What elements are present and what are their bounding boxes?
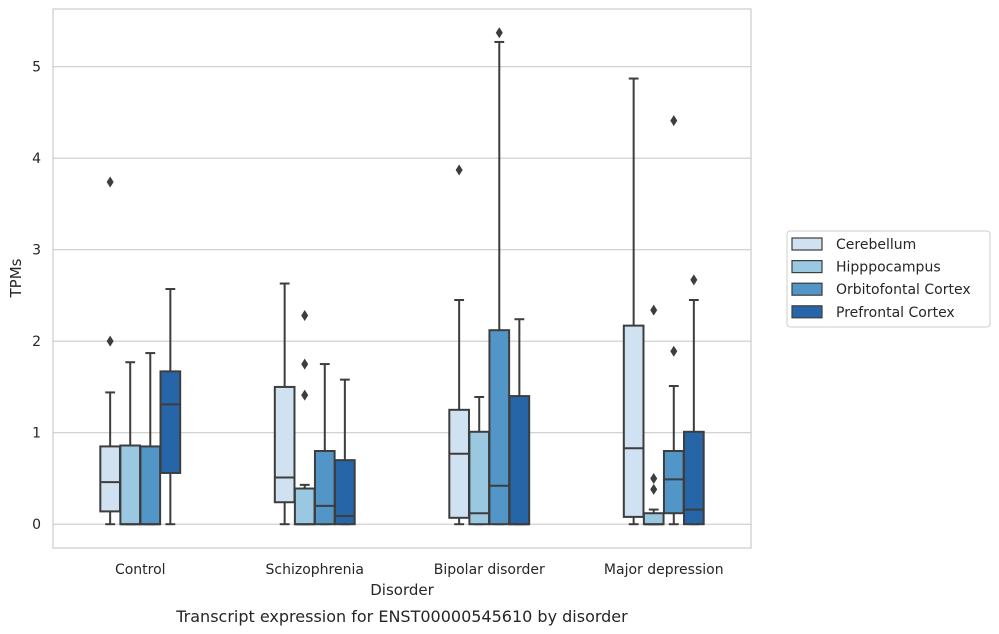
legend-swatch	[791, 260, 823, 274]
legend-item: Orbitofontal Cortex	[791, 282, 971, 298]
y-tick-label: 3	[32, 243, 41, 259]
box	[119, 361, 142, 526]
box-iqr	[683, 430, 705, 526]
legend-label: Orbitofontal Cortex	[836, 282, 971, 298]
box-iqr	[139, 445, 162, 526]
box-iqr	[662, 449, 685, 515]
box	[683, 274, 705, 526]
y-tick-label: 2	[32, 334, 41, 350]
box-iqr	[488, 329, 511, 526]
box-iqr	[508, 395, 531, 526]
box-iqr	[642, 512, 665, 526]
box-iqr	[159, 370, 182, 474]
box	[159, 288, 182, 526]
box	[273, 282, 296, 526]
box-group	[99, 176, 182, 526]
outlier-point	[106, 335, 114, 347]
box	[508, 318, 531, 526]
legend-label: Cerebellum	[836, 237, 916, 253]
outlier-point	[106, 176, 114, 188]
box-iqr	[273, 385, 296, 504]
y-tick-label: 5	[32, 60, 41, 76]
legend-swatch	[791, 305, 823, 319]
y-tick-label: 4	[32, 151, 41, 167]
box-iqr	[448, 408, 470, 519]
outlier-point	[690, 274, 698, 286]
legend-swatch	[791, 237, 823, 251]
x-tick-label: Schizophrenia	[266, 562, 364, 578]
outlier-point	[650, 483, 658, 495]
box	[642, 304, 665, 526]
box-iqr	[293, 487, 316, 526]
outlier-point	[670, 345, 678, 357]
y-tick-label: 0	[32, 517, 41, 533]
legend: Cerebellum Hipppocampus Orbitofontal Corte…	[786, 230, 991, 328]
outlier-point	[650, 472, 658, 484]
x-tick-label: Bipolar disorder	[434, 562, 545, 578]
outlier-point	[670, 115, 678, 127]
box-groups	[99, 27, 705, 526]
box-iqr	[313, 449, 336, 526]
box	[622, 77, 645, 526]
legend-frame	[786, 230, 991, 328]
box-iqr	[468, 430, 491, 526]
box	[139, 352, 162, 526]
box	[448, 164, 470, 526]
legend-swatch	[791, 282, 823, 296]
y-axis: 0 1 2 3 4 5	[32, 60, 41, 534]
box-group	[448, 27, 531, 526]
y-tick-label: 1	[32, 426, 41, 442]
box	[468, 396, 491, 526]
box	[662, 115, 685, 526]
chart-caption: Transcript expression for ENST0000054561…	[175, 607, 628, 626]
x-tick-label: Major depression	[604, 562, 724, 578]
x-tick-label: Control	[115, 562, 166, 578]
box-iqr	[334, 459, 356, 526]
legend-label: Hipppocampus	[836, 260, 941, 276]
box-group	[622, 77, 705, 526]
box	[293, 310, 316, 526]
box	[99, 176, 121, 526]
box	[334, 378, 356, 526]
outlier-point	[301, 310, 309, 322]
outlier-point	[301, 389, 309, 401]
box-iqr	[99, 445, 121, 513]
box	[313, 363, 336, 526]
legend-item: Cerebellum	[791, 237, 916, 253]
outlier-point	[495, 27, 503, 39]
legend-item: Prefrontal Cortex	[791, 305, 955, 321]
x-axis-label: Disorder	[370, 581, 434, 599]
x-axis: Control Schizophrenia Bipolar disorder Majo…	[115, 562, 724, 578]
legend-item: Hipppocampus	[791, 260, 941, 276]
outlier-point	[650, 304, 658, 316]
box-group	[273, 282, 356, 526]
legend-label: Prefrontal Cortex	[836, 305, 955, 321]
outlier-point	[301, 358, 309, 370]
y-axis-label: TPMs	[7, 258, 25, 298]
outlier-point	[455, 164, 463, 176]
plot-area	[52, 8, 752, 549]
box-iqr	[622, 324, 645, 518]
box-iqr	[119, 444, 142, 526]
box	[488, 27, 511, 526]
